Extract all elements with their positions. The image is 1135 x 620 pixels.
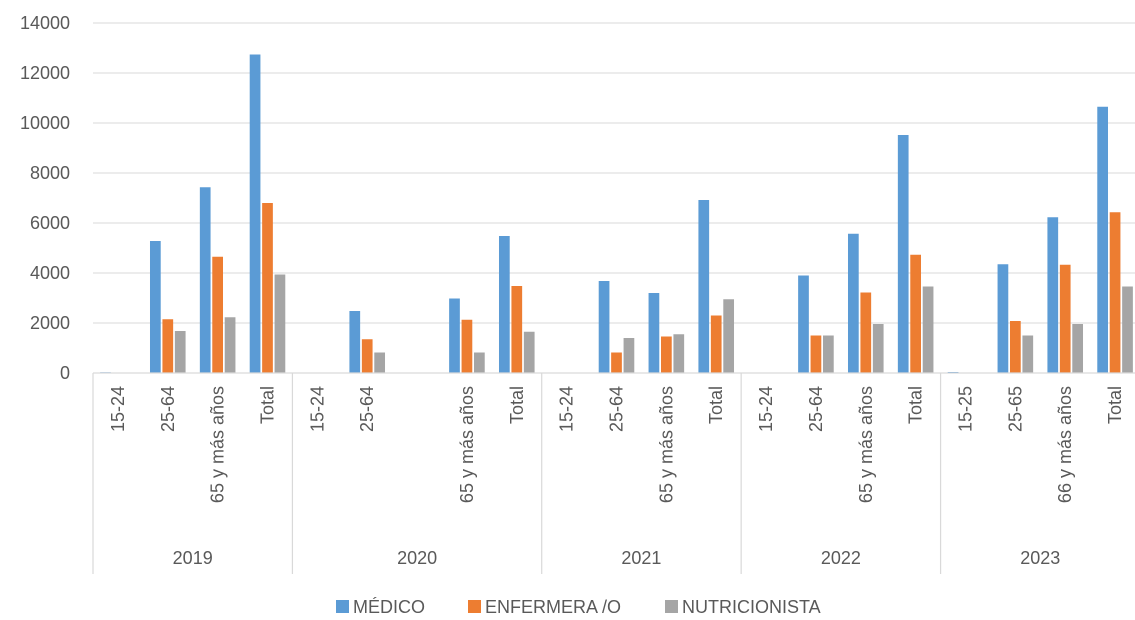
bar [723, 299, 735, 373]
x-tick-label: 65 y más años [208, 386, 228, 503]
legend-swatch [665, 600, 678, 613]
legend-item: NUTRICIONISTA [665, 597, 821, 617]
legend-item: MÉDICO [336, 597, 425, 617]
x-axis: 15-24 25-64 65 y más años Total 2019 15-24 25-… [92, 372, 1135, 574]
bar [149, 241, 161, 373]
y-tick-label: 4000 [30, 263, 70, 283]
group-label: 2022 [821, 548, 861, 568]
bar [349, 311, 361, 373]
bar [498, 236, 510, 373]
bar [598, 281, 610, 373]
bar [162, 319, 174, 373]
x-tick-label: 15-24 [557, 386, 577, 432]
bar [623, 338, 635, 373]
group-label: 2019 [173, 548, 213, 568]
x-tick-label: 25-64 [607, 386, 627, 432]
x-tick-label: Total [706, 386, 726, 424]
x-tick-label: Total [1105, 386, 1125, 424]
bar [823, 335, 834, 373]
y-tick-label: 8000 [30, 163, 70, 183]
bar [174, 331, 186, 373]
x-tick-label: Total [507, 386, 527, 424]
y-tick-label: 2000 [30, 313, 70, 333]
y-axis: 0 2000 4000 6000 8000 10000 12000 14000 [20, 13, 70, 383]
bar [847, 233, 859, 373]
x-tick-label: 15-25 [956, 386, 976, 432]
bar [798, 275, 809, 373]
bar [1122, 286, 1133, 373]
gridlines [93, 22, 1135, 324]
bar [922, 286, 934, 373]
x-tick-label: 25-65 [1005, 386, 1025, 432]
bar [661, 336, 672, 373]
x-tick-label: Total [906, 386, 926, 424]
bar [274, 274, 286, 373]
y-tick-label: 14000 [20, 13, 70, 33]
bar [449, 298, 460, 373]
bars [100, 54, 1133, 373]
legend: MÉDICO ENFERMERA /O NUTRICIONISTA [336, 597, 821, 617]
legend-label: NUTRICIONISTA [682, 597, 821, 617]
x-tick-label: 15-24 [756, 386, 776, 432]
x-tick-label: 25-64 [806, 386, 826, 432]
group-label: 2020 [397, 548, 437, 568]
bar [860, 292, 872, 373]
bar [997, 264, 1009, 373]
bar [1059, 264, 1071, 373]
group-label: 2021 [621, 548, 661, 568]
x-tick-label: 25-64 [158, 386, 178, 432]
bar [212, 256, 223, 373]
x-tick-label: 65 y más años [856, 386, 876, 503]
bar [361, 339, 373, 373]
bar [1072, 324, 1084, 373]
bar [474, 352, 485, 373]
bar [1047, 217, 1059, 373]
x-tick-label: 15-24 [307, 386, 327, 432]
legend-label: ENFERMERA /O [485, 597, 621, 617]
bar [199, 187, 211, 373]
y-tick-label: 12000 [20, 63, 70, 83]
bar [810, 335, 822, 373]
bar [461, 319, 473, 373]
bar [511, 286, 523, 373]
bar [1109, 212, 1121, 373]
bar [710, 315, 722, 373]
x-tick-label: 25-64 [357, 386, 377, 432]
bar [1010, 321, 1021, 373]
bar [523, 331, 535, 373]
bar [897, 135, 909, 373]
bar [872, 324, 884, 373]
x-tick-label: 65 y más años [457, 386, 477, 503]
legend-label: MÉDICO [353, 597, 425, 617]
bar [374, 352, 386, 373]
y-tick-label: 10000 [20, 113, 70, 133]
y-tick-label: 6000 [30, 213, 70, 233]
bar [249, 54, 261, 373]
bar [1022, 335, 1034, 373]
x-tick-label: 15-24 [108, 386, 128, 432]
x-tick-label: 66 y más años [1055, 386, 1075, 503]
bar [611, 352, 622, 373]
x-tick-label: 65 y más años [656, 386, 676, 503]
bar [648, 293, 660, 373]
bar [698, 200, 710, 373]
legend-item: ENFERMERA /O [468, 597, 621, 617]
group-label: 2023 [1020, 548, 1060, 568]
legend-swatch [468, 600, 481, 613]
x-tick-label: Total [258, 386, 278, 424]
bar [910, 254, 921, 373]
legend-swatch [336, 600, 349, 613]
bar [224, 317, 236, 373]
bar [1097, 106, 1108, 373]
bar [673, 334, 685, 373]
y-tick-label: 0 [60, 363, 70, 383]
bar [262, 203, 273, 373]
